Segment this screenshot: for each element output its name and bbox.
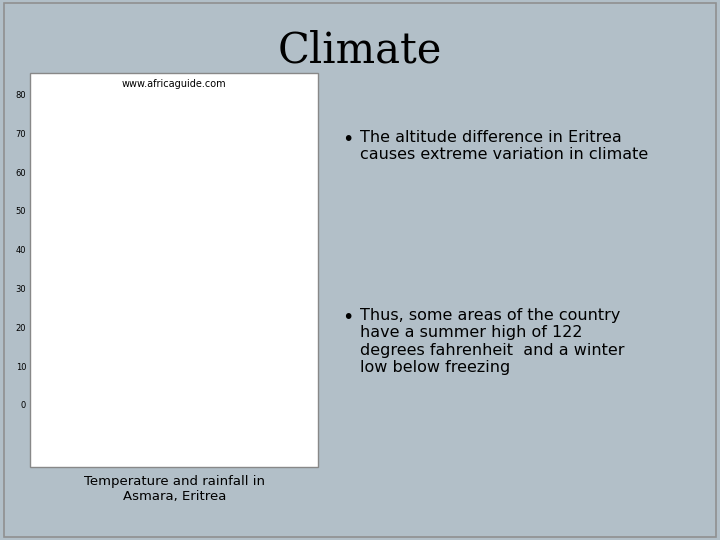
Bar — [143, 397, 149, 405]
Bar — [96, 366, 102, 405]
Bar — [130, 98, 136, 405]
Bar — [160, 199, 166, 405]
Bar — [84, 106, 90, 405]
Bar — [189, 382, 195, 405]
Bar — [252, 234, 258, 405]
Text: •: • — [342, 308, 354, 327]
Bar — [212, 386, 218, 405]
Text: Temperature lowest avg (°F): Temperature lowest avg (°F) — [53, 448, 152, 456]
Text: The altitude difference in Eritrea
causes extreme variation in climate: The altitude difference in Eritrea cause… — [360, 130, 648, 162]
Bar — [67, 226, 73, 405]
Text: Avg Rainfall (inches): Avg Rainfall (inches) — [202, 449, 274, 455]
Bar — [37, 122, 43, 405]
Bar — [246, 122, 252, 405]
Bar — [90, 207, 96, 405]
Text: Climate: Climate — [278, 30, 442, 72]
Bar — [235, 401, 242, 405]
Text: Thus, some areas of the country
have a summer high of 122
degrees fahrenheit  an: Thus, some areas of the country have a s… — [360, 308, 624, 375]
Bar — [113, 114, 120, 405]
Bar — [269, 130, 276, 405]
Bar — [153, 98, 160, 405]
Bar — [43, 234, 50, 405]
Bar — [229, 211, 235, 405]
Bar — [299, 234, 305, 405]
Bar — [184, 447, 199, 456]
Bar — [60, 114, 67, 405]
Bar — [120, 397, 125, 405]
Bar — [136, 199, 143, 405]
Text: Temperature highest avg (°F): Temperature highest avg (°F) — [53, 422, 156, 429]
Bar — [292, 130, 299, 405]
Bar — [176, 102, 183, 405]
Bar — [206, 199, 212, 405]
Bar — [223, 130, 229, 405]
Text: Temperature and rainfall in
Asmara, Eritrea: Temperature and rainfall in Asmara, Erit… — [84, 475, 265, 503]
Bar — [199, 94, 206, 405]
Bar — [35, 447, 50, 456]
Bar — [183, 199, 189, 405]
Bar — [107, 106, 113, 405]
Bar — [276, 234, 282, 405]
Bar — [166, 401, 172, 405]
Bar — [35, 421, 50, 430]
Text: www.africaguide.com: www.africaguide.com — [122, 79, 227, 90]
Text: •: • — [342, 130, 354, 148]
